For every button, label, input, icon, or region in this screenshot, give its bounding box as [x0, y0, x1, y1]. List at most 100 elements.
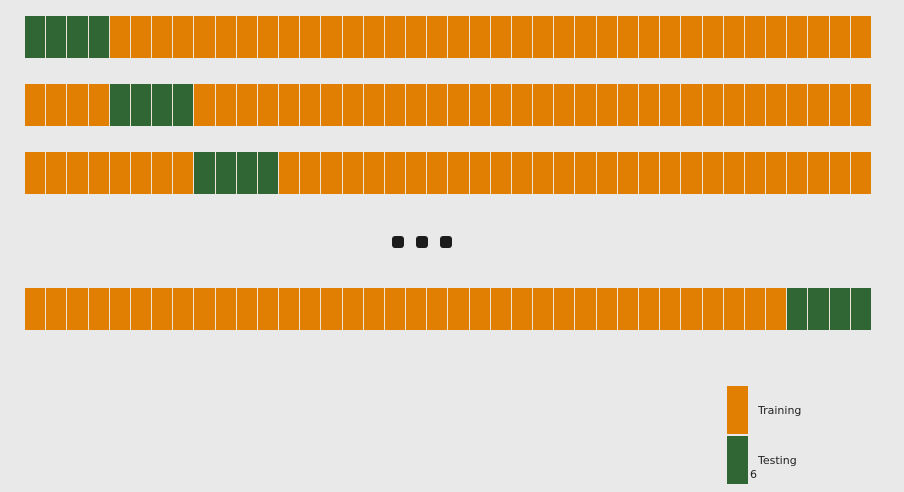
training-segment — [384, 288, 407, 330]
training-segment — [384, 16, 407, 58]
legend-label-testing: Testing — [758, 454, 797, 467]
training-segment — [575, 152, 597, 194]
fold-row-1 — [25, 16, 871, 58]
training-segment — [638, 288, 661, 330]
training-segment — [88, 84, 110, 126]
training-segment — [702, 84, 724, 126]
testing-segment — [46, 16, 68, 58]
training-segment — [702, 152, 724, 194]
training-segment — [850, 152, 871, 194]
testing-segment — [236, 152, 258, 194]
training-segment — [152, 16, 174, 58]
training-segment — [448, 152, 470, 194]
training-segment — [321, 84, 343, 126]
training-segment — [67, 152, 89, 194]
training-segment — [554, 288, 576, 330]
training-segment — [702, 16, 724, 58]
training-segment — [406, 84, 428, 126]
training-segment — [67, 288, 89, 330]
training-segment — [427, 84, 449, 126]
training-segment — [638, 152, 661, 194]
training-segment — [511, 152, 534, 194]
training-segment — [596, 152, 618, 194]
fold-row-3 — [25, 152, 871, 194]
legend-swatch-training — [727, 386, 748, 434]
training-segment — [130, 152, 153, 194]
testing-segment — [194, 152, 216, 194]
training-segment — [469, 16, 491, 58]
legend-swatch-testing — [727, 436, 748, 484]
training-segment — [342, 16, 364, 58]
training-segment — [88, 152, 110, 194]
training-segment — [766, 152, 788, 194]
training-segment — [215, 288, 237, 330]
training-segment — [130, 16, 153, 58]
testing-segment — [67, 16, 89, 58]
training-segment — [723, 152, 745, 194]
training-segment — [173, 16, 195, 58]
training-segment — [342, 288, 364, 330]
training-segment — [300, 288, 322, 330]
training-segment — [279, 84, 301, 126]
testing-segment — [109, 84, 131, 126]
training-segment — [808, 84, 830, 126]
training-segment — [617, 288, 639, 330]
training-segment — [766, 84, 788, 126]
training-segment — [702, 288, 724, 330]
training-segment — [766, 288, 788, 330]
training-segment — [660, 152, 682, 194]
training-segment — [279, 152, 301, 194]
testing-segment — [173, 84, 195, 126]
training-segment — [554, 16, 576, 58]
training-segment — [25, 152, 47, 194]
training-segment — [363, 152, 385, 194]
training-segment — [617, 152, 639, 194]
training-segment — [152, 152, 174, 194]
training-segment — [363, 288, 385, 330]
training-segment — [808, 152, 830, 194]
training-segment — [406, 16, 428, 58]
training-segment — [575, 16, 597, 58]
training-segment — [427, 16, 449, 58]
training-segment — [490, 288, 512, 330]
training-segment — [490, 152, 512, 194]
training-segment — [321, 16, 343, 58]
training-segment — [173, 152, 195, 194]
training-segment — [533, 288, 555, 330]
training-segment — [490, 84, 512, 126]
testing-segment — [152, 84, 174, 126]
training-segment — [469, 288, 491, 330]
training-segment — [67, 84, 89, 126]
training-segment — [427, 288, 449, 330]
training-segment — [723, 288, 745, 330]
training-segment — [342, 152, 364, 194]
training-segment — [660, 84, 682, 126]
training-segment — [194, 288, 216, 330]
training-segment — [321, 288, 343, 330]
training-segment — [88, 288, 110, 330]
training-segment — [490, 16, 512, 58]
ellipsis-dot — [392, 236, 404, 248]
training-segment — [406, 288, 428, 330]
training-segment — [744, 84, 767, 126]
training-segment — [300, 16, 322, 58]
ellipsis-dot — [440, 236, 452, 248]
training-segment — [511, 288, 534, 330]
training-segment — [427, 152, 449, 194]
legend-label-training: Training — [758, 404, 802, 417]
training-segment — [554, 84, 576, 126]
training-segment — [236, 288, 258, 330]
training-segment — [300, 152, 322, 194]
testing-segment — [25, 16, 47, 58]
training-segment — [384, 152, 407, 194]
training-segment — [215, 16, 237, 58]
ellipsis-dot — [416, 236, 428, 248]
training-segment — [173, 288, 195, 330]
training-segment — [25, 84, 47, 126]
training-segment — [787, 152, 809, 194]
training-segment — [681, 16, 703, 58]
testing-segment — [257, 152, 280, 194]
training-segment — [194, 84, 216, 126]
training-segment — [321, 152, 343, 194]
training-segment — [638, 84, 661, 126]
